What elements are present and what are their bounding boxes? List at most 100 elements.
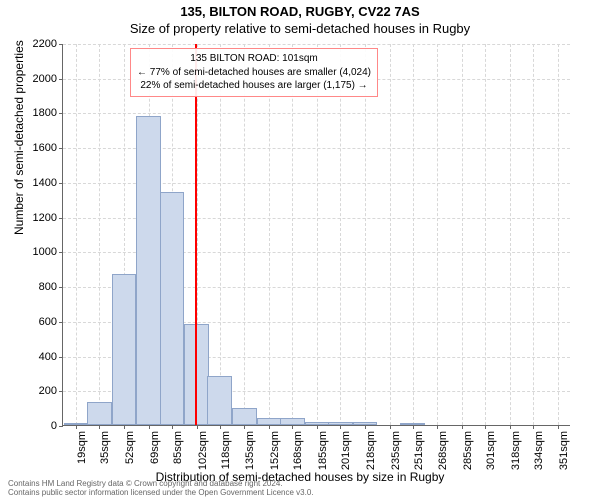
x-tick-label: 201sqm bbox=[340, 431, 352, 470]
x-tick-label: 235sqm bbox=[390, 431, 402, 470]
y-tick-mark bbox=[59, 79, 63, 80]
x-tick-mark bbox=[340, 425, 341, 429]
y-tick-label: 1200 bbox=[33, 212, 57, 224]
y-tick-label: 400 bbox=[39, 351, 57, 363]
y-tick-label: 2000 bbox=[33, 73, 57, 85]
annotation-box: 135 BILTON ROAD: 101sqm ← 77% of semi-de… bbox=[130, 48, 378, 97]
x-tick-label: 152sqm bbox=[269, 431, 281, 470]
y-tick-mark bbox=[59, 148, 63, 149]
histogram-bar bbox=[305, 422, 330, 425]
y-tick-mark bbox=[59, 322, 63, 323]
x-tick-mark bbox=[149, 425, 150, 429]
gridline-v bbox=[533, 44, 534, 425]
gridline-v bbox=[244, 44, 245, 425]
x-tick-label: 251sqm bbox=[413, 431, 425, 470]
x-tick-label: 118sqm bbox=[220, 431, 232, 469]
gridline-v bbox=[558, 44, 559, 425]
x-tick-label: 52sqm bbox=[124, 431, 136, 464]
x-tick-label: 35sqm bbox=[99, 431, 111, 464]
gridline-v bbox=[413, 44, 414, 425]
x-tick-mark bbox=[558, 425, 559, 429]
x-tick-mark bbox=[244, 425, 245, 429]
y-tick-label: 200 bbox=[39, 385, 57, 397]
chart-title-sub: Size of property relative to semi-detach… bbox=[0, 19, 600, 36]
chart-area: 0200400600800100012001400160018002000220… bbox=[62, 44, 570, 426]
x-tick-label: 351sqm bbox=[558, 431, 570, 470]
x-tick-label: 218sqm bbox=[365, 431, 377, 470]
y-tick-label: 0 bbox=[51, 420, 57, 432]
gridline-v bbox=[292, 44, 293, 425]
x-tick-mark bbox=[485, 425, 486, 429]
gridline-v bbox=[437, 44, 438, 425]
x-tick-mark bbox=[269, 425, 270, 429]
x-tick-mark bbox=[317, 425, 318, 429]
gridline-v bbox=[76, 44, 77, 425]
annotation-line-3: 22% of semi-detached houses are larger (… bbox=[137, 79, 371, 93]
x-tick-label: 268sqm bbox=[437, 431, 449, 470]
y-tick-label: 1800 bbox=[33, 107, 57, 119]
x-tick-label: 168sqm bbox=[292, 431, 304, 470]
x-tick-mark bbox=[510, 425, 511, 429]
y-tick-mark bbox=[59, 357, 63, 358]
x-tick-mark bbox=[462, 425, 463, 429]
y-tick-mark bbox=[59, 391, 63, 392]
x-tick-mark bbox=[437, 425, 438, 429]
x-tick-label: 135sqm bbox=[244, 431, 256, 470]
histogram-bar bbox=[112, 274, 137, 425]
chart-title-main: 135, BILTON ROAD, RUGBY, CV22 7AS bbox=[0, 0, 600, 19]
y-tick-mark bbox=[59, 252, 63, 253]
gridline-v bbox=[485, 44, 486, 425]
x-tick-mark bbox=[197, 425, 198, 429]
x-tick-label: 102sqm bbox=[197, 431, 209, 470]
histogram-bar bbox=[353, 422, 378, 425]
y-tick-label: 1400 bbox=[33, 177, 57, 189]
gridline-v bbox=[510, 44, 511, 425]
histogram-bar bbox=[87, 402, 112, 425]
license-line-1: Contains HM Land Registry data © Crown c… bbox=[8, 479, 314, 489]
y-tick-mark bbox=[59, 426, 63, 427]
histogram-bar bbox=[232, 408, 257, 425]
y-tick-label: 1000 bbox=[33, 246, 57, 258]
y-tick-label: 600 bbox=[39, 316, 57, 328]
annotation-line-1: 135 BILTON ROAD: 101sqm bbox=[137, 52, 371, 66]
y-tick-mark bbox=[59, 44, 63, 45]
gridline-v bbox=[99, 44, 100, 425]
histogram-bar bbox=[136, 116, 161, 425]
x-tick-label: 301sqm bbox=[485, 431, 497, 470]
x-tick-mark bbox=[533, 425, 534, 429]
plot-area: 0200400600800100012001400160018002000220… bbox=[62, 44, 570, 426]
gridline-v bbox=[269, 44, 270, 425]
y-tick-mark bbox=[59, 218, 63, 219]
x-tick-mark bbox=[292, 425, 293, 429]
x-tick-mark bbox=[390, 425, 391, 429]
x-tick-label: 318sqm bbox=[510, 431, 522, 470]
y-tick-label: 800 bbox=[39, 281, 57, 293]
x-tick-label: 69sqm bbox=[149, 431, 161, 464]
x-tick-mark bbox=[413, 425, 414, 429]
histogram-bar bbox=[280, 418, 305, 425]
y-tick-label: 2200 bbox=[33, 38, 57, 50]
license-line-2: Contains public sector information licen… bbox=[8, 488, 314, 498]
x-tick-mark bbox=[99, 425, 100, 429]
histogram-bar bbox=[257, 418, 282, 425]
x-tick-mark bbox=[124, 425, 125, 429]
x-tick-mark bbox=[76, 425, 77, 429]
license-text: Contains HM Land Registry data © Crown c… bbox=[8, 479, 314, 498]
histogram-bar bbox=[328, 422, 353, 425]
x-tick-label: 19sqm bbox=[76, 431, 88, 464]
x-tick-label: 85sqm bbox=[172, 431, 184, 464]
y-tick-label: 1600 bbox=[33, 142, 57, 154]
gridline-v bbox=[462, 44, 463, 425]
x-tick-mark bbox=[365, 425, 366, 429]
gridline-v bbox=[390, 44, 391, 425]
histogram-bar bbox=[400, 423, 425, 425]
annotation-line-2: ← 77% of semi-detached houses are smalle… bbox=[137, 66, 371, 80]
histogram-bar bbox=[207, 376, 232, 425]
x-tick-mark bbox=[220, 425, 221, 429]
marker-line bbox=[195, 44, 197, 425]
gridline-v bbox=[340, 44, 341, 425]
histogram-bar bbox=[160, 192, 185, 425]
gridline-v bbox=[365, 44, 366, 425]
x-tick-mark bbox=[172, 425, 173, 429]
y-tick-mark bbox=[59, 113, 63, 114]
